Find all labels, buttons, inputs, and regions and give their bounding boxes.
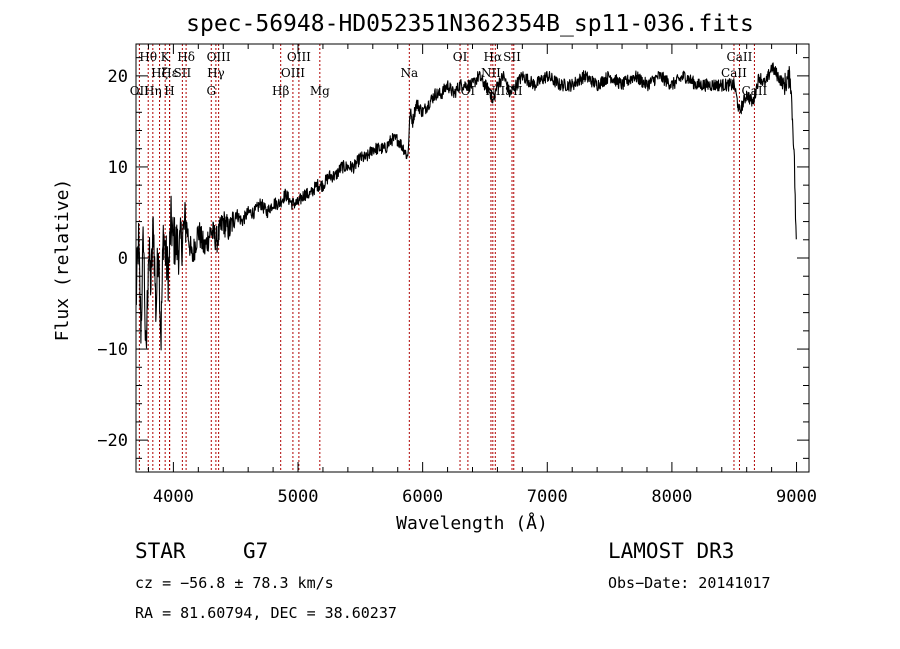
observation-date: Obs−Date: 20141017 (608, 574, 771, 592)
spectral-line-label: OI (453, 50, 468, 64)
flux-trace (135, 62, 797, 351)
spectral-line-label: Hη (144, 84, 162, 98)
spectral-line-label: SII (174, 66, 192, 80)
spectral-line-markers (138, 44, 755, 472)
y-tick-label: 10 (108, 158, 128, 178)
y-tick-label: −20 (97, 431, 128, 451)
spectral-line-label: Hζ (151, 66, 168, 80)
x-tick-label: 5000 (278, 487, 319, 507)
spectral-line-label: OIII (281, 66, 305, 80)
object-subclass: G7 (243, 539, 269, 563)
spectral-line-label: G (206, 84, 216, 98)
survey-name: LAMOST DR3 (608, 539, 735, 563)
spectral-line-label: Hδ (177, 50, 195, 64)
x-tick-label: 6000 (402, 487, 443, 507)
spectral-line-label: OII (130, 84, 150, 98)
x-axis-label: Wavelength (Å) (396, 512, 548, 534)
y-tick-label: 0 (118, 249, 128, 269)
spectral-line-label: Hα (484, 50, 503, 64)
spectral-line-label: Hγ (207, 66, 225, 80)
object-class: STAR (135, 539, 186, 563)
spectral-line-label: NII (481, 66, 501, 80)
spectral-line-label: OIII (287, 50, 311, 64)
spectral-line-label: CaII (721, 66, 747, 80)
spectral-line-label: Na (400, 66, 418, 80)
x-axis: 4000 5000 6000 7000 8000 9000 (147, 44, 817, 507)
coordinates: RA = 81.60794, DEC = 38.60237 (135, 604, 397, 622)
plot-frame (135, 43, 810, 473)
spectral-line-label: H (164, 84, 174, 98)
x-tick-label: 8000 (651, 487, 692, 507)
x-tick-label: 9000 (776, 487, 817, 507)
spectral-line-label: SII (503, 50, 521, 64)
y-tick-label: −10 (97, 340, 128, 360)
y-axis: −20 −10 0 10 20 (97, 57, 809, 459)
chart-title: spec-56948-HD052351N362354B_sp11-036.fit… (186, 11, 754, 37)
spectral-line-label: Hθ (139, 50, 157, 64)
spectral-line-label: Hβ (272, 84, 289, 98)
spectral-line-label: CaII (727, 50, 753, 64)
spectral-line-label: K (161, 50, 171, 64)
spectral-line-label: Mg (310, 84, 330, 98)
x-tick-label: 4000 (153, 487, 194, 507)
y-axis-label: Flux (relative) (52, 179, 73, 342)
spectral-line-labels: HθHηOIIHζKHHεSIIHδGHγOIIIHβOIIIOIIIMgNaO… (130, 50, 768, 98)
redshift-velocity: cz = −56.8 ± 78.3 km/s (135, 574, 334, 592)
x-tick-label: 7000 (527, 487, 568, 507)
spectral-line-label: OIII (207, 50, 231, 64)
spectral-line-label: Hε (161, 66, 178, 80)
y-tick-label: 20 (108, 67, 128, 87)
